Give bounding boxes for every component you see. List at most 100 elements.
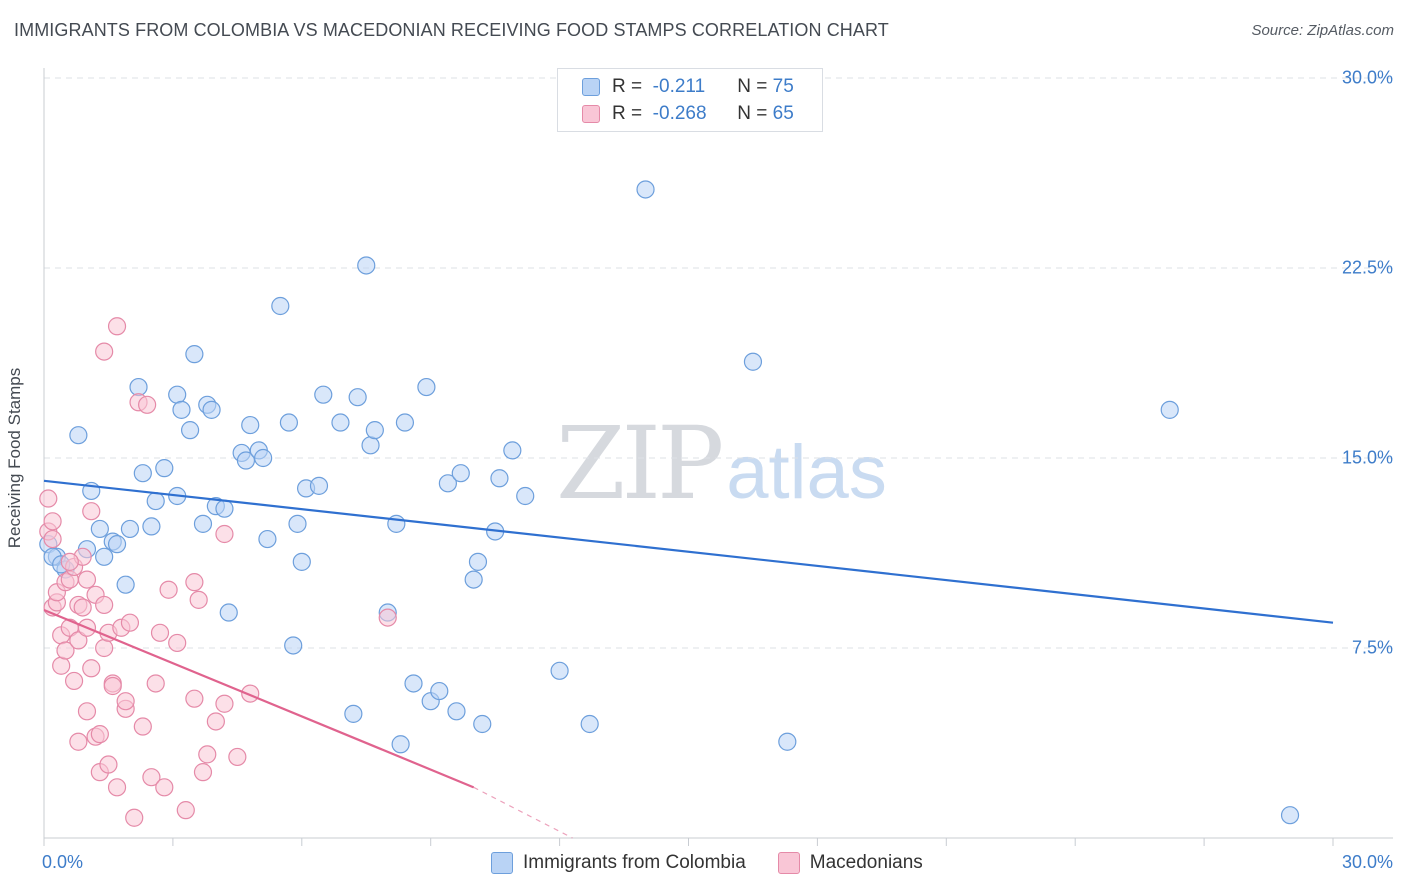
point-macedonians	[228, 747, 247, 767]
point-colombia	[451, 464, 470, 483]
point-colombia	[193, 514, 213, 533]
point-colombia	[331, 413, 350, 432]
x-tick-label: 30.0%	[1341, 852, 1393, 872]
legend-swatch-blue	[491, 852, 513, 874]
point-colombia	[438, 474, 457, 493]
point-macedonians	[107, 778, 127, 797]
point-macedonians	[43, 529, 62, 549]
correlation-legend: R = -0.211 N = 75 R = -0.268 N = 65	[557, 68, 823, 132]
point-macedonians	[90, 725, 109, 744]
y-tick-label: 30.0%	[1341, 67, 1393, 88]
point-colombia	[254, 448, 273, 468]
point-macedonians	[159, 580, 178, 599]
point-colombia	[241, 415, 260, 435]
point-macedonians	[120, 613, 140, 632]
point-macedonians	[56, 641, 75, 660]
point-colombia	[1160, 400, 1179, 419]
y-tick-label: 22.5%	[1341, 257, 1393, 278]
point-macedonians	[73, 598, 92, 617]
watermark: ZIPatlas	[556, 405, 887, 522]
point-macedonians	[107, 317, 127, 336]
point-macedonians	[198, 745, 217, 764]
point-colombia	[202, 400, 221, 419]
gridlines	[44, 77, 1393, 649]
series-macedonians-points	[39, 317, 397, 827]
series-colombia-points	[39, 180, 1300, 825]
point-colombia	[116, 575, 135, 594]
trend-line-colombia	[43, 479, 1334, 624]
trend-line-macedonians	[43, 608, 475, 789]
watermark-zip: ZIP	[556, 405, 724, 522]
point-macedonians	[77, 570, 97, 589]
point-colombia	[185, 345, 204, 364]
point-colombia	[464, 570, 483, 589]
point-colombia	[344, 704, 363, 723]
point-macedonians	[39, 489, 58, 508]
legend-item-macedonians: Macedonians	[777, 852, 923, 874]
legend-swatch-blue	[582, 78, 600, 96]
point-colombia	[180, 421, 200, 440]
legend-n-value: 65	[772, 103, 794, 124]
point-macedonians	[116, 692, 135, 711]
point-colombia	[172, 400, 191, 419]
point-colombia	[357, 256, 376, 275]
trend-line-macedonians-extension	[473, 786, 573, 839]
point-colombia	[1280, 806, 1300, 825]
point-macedonians	[215, 524, 234, 544]
point-colombia	[215, 499, 234, 518]
point-colombia	[580, 714, 599, 734]
series-legend: Immigrants from Colombia Macedonians	[491, 852, 955, 874]
point-macedonians	[185, 689, 204, 708]
point-macedonians	[133, 717, 152, 736]
point-colombia	[417, 377, 436, 397]
point-macedonians	[215, 694, 234, 713]
point-macedonians	[99, 755, 118, 774]
point-macedonians	[43, 512, 62, 531]
point-colombia	[348, 388, 367, 407]
legend-label-macedonians: Macedonians	[809, 852, 923, 873]
point-macedonians	[69, 732, 88, 751]
point-colombia	[258, 529, 277, 549]
point-colombia	[279, 413, 299, 432]
point-colombia	[778, 732, 797, 751]
point-colombia	[743, 352, 763, 371]
source-label: Source: ZipAtlas.com	[1251, 22, 1394, 39]
point-macedonians	[155, 778, 174, 797]
watermark-atlas: atlas	[726, 430, 887, 515]
chart-title: IMMIGRANTS FROM COLOMBIA VS MACEDONIAN R…	[14, 20, 889, 40]
legend-item-colombia: Immigrants from Colombia	[491, 852, 746, 874]
point-macedonians	[193, 763, 213, 782]
legend-n-label: N =	[737, 103, 768, 124]
point-macedonians	[52, 656, 71, 675]
point-macedonians	[82, 659, 101, 678]
point-colombia	[361, 436, 380, 455]
point-colombia	[292, 552, 311, 571]
point-colombia	[120, 519, 140, 539]
legend-label-colombia: Immigrants from Colombia	[523, 852, 746, 873]
legend-swatch-pink	[582, 105, 600, 123]
legend-r-label: R =	[612, 103, 643, 124]
point-colombia	[219, 603, 238, 622]
point-macedonians	[176, 801, 195, 820]
point-colombia	[516, 486, 535, 506]
legend-r-label: R =	[612, 76, 643, 97]
point-colombia	[447, 702, 466, 721]
point-macedonians	[189, 590, 208, 609]
y-tick-label: 15.0%	[1341, 447, 1393, 468]
legend-n-value: 75	[772, 76, 794, 97]
point-colombia	[129, 377, 148, 397]
point-colombia	[636, 180, 655, 199]
point-colombia	[146, 491, 165, 511]
point-macedonians	[206, 712, 225, 731]
point-macedonians	[69, 631, 88, 650]
point-colombia	[155, 459, 174, 478]
point-colombia	[391, 735, 410, 754]
point-colombia	[473, 714, 492, 734]
legend-row-colombia: R = -0.211 N = 75	[582, 75, 794, 99]
point-macedonians	[378, 608, 397, 627]
point-macedonians	[150, 623, 170, 642]
legend-n-label: N =	[737, 76, 768, 97]
point-macedonians	[95, 342, 114, 361]
point-macedonians	[77, 702, 97, 721]
